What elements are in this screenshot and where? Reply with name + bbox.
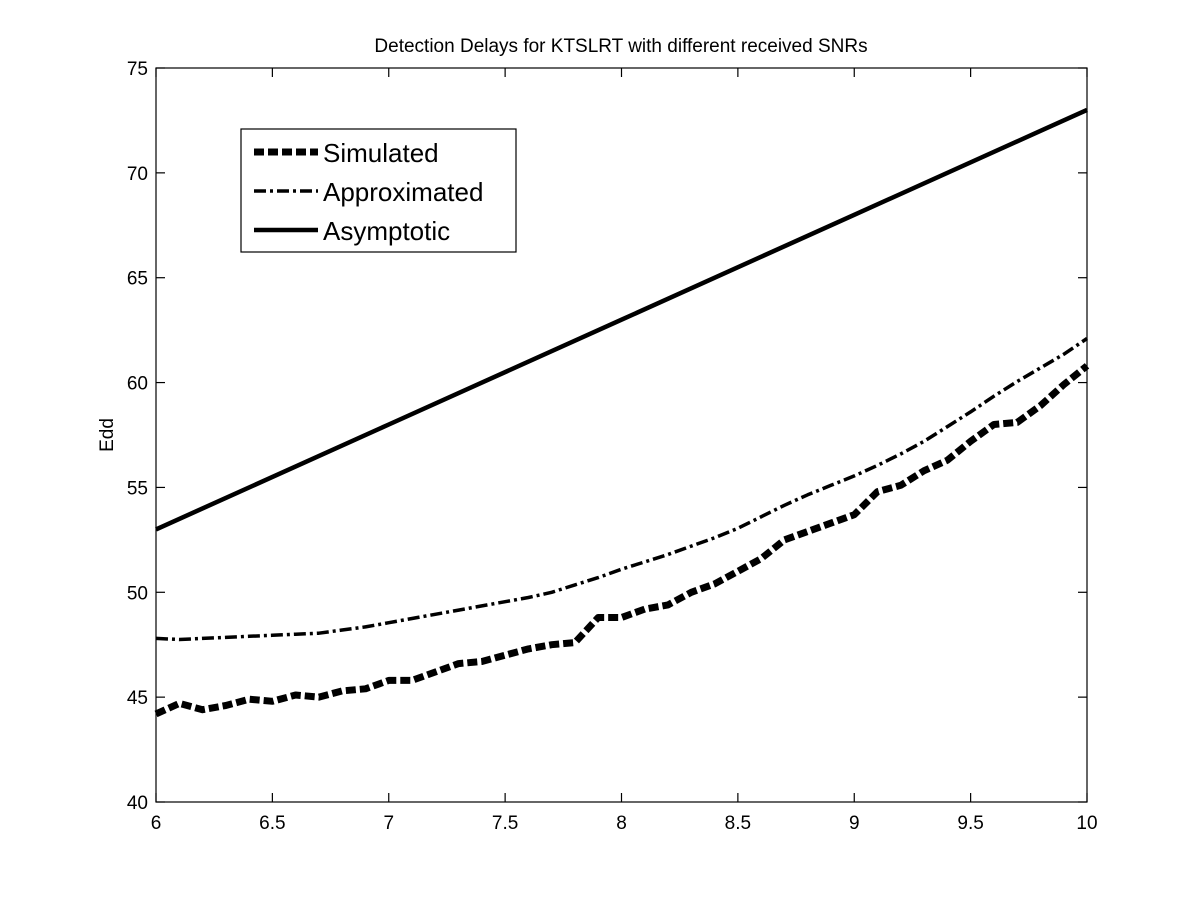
legend-label-approximated: Approximated [323,177,483,207]
y-tick-label: 75 [127,59,148,80]
legend: Simulated Approximated Asymptotic [240,128,517,253]
series-layer [154,107,1090,718]
y-tick-label: 50 [127,583,148,604]
series-line-simulated [154,363,1090,718]
y-tick-label: 70 [127,164,148,185]
series-line-approximated [155,337,1088,642]
x-tick-label: 8 [616,813,627,834]
x-tick-label: 6 [151,813,162,834]
x-tick-label: 8.5 [725,813,751,834]
y-tick-label: 55 [127,478,148,499]
y-tick-label: 40 [127,793,148,814]
y-tick-label: 60 [127,374,148,395]
y-axis-label: Edd [97,418,118,452]
x-tick-label: 10 [1076,813,1097,834]
y-tick-label: 65 [127,269,148,290]
x-tick-label: 9.5 [957,813,983,834]
x-tick-label: 9 [849,813,860,834]
y-tick-label: 45 [127,688,148,709]
legend-label-simulated: Simulated [323,138,439,168]
x-axis-ticks: 6 6.5 7 7.5 8 8.5 9 9.5 10 [151,68,1098,834]
x-tick-label: 7.5 [492,813,518,834]
x-tick-label: 7 [383,813,394,834]
chart-title: Detection Delays for KTSLRT with differe… [374,36,867,57]
series-line-asymptotic [155,107,1088,532]
plot-frame [155,67,1088,803]
legend-label-asymptotic: Asymptotic [323,216,450,246]
x-tick-label: 6.5 [259,813,285,834]
